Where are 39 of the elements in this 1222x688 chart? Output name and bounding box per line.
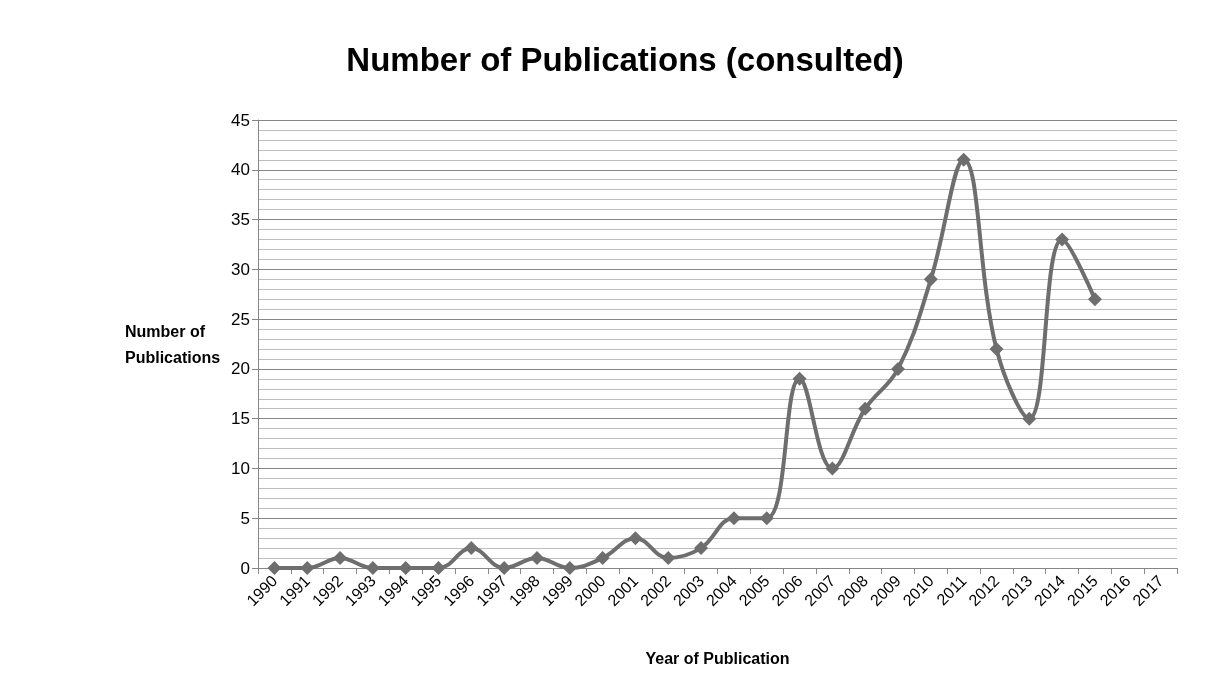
point: [398, 561, 413, 575]
point: [726, 511, 741, 526]
point: [431, 561, 446, 575]
y-tick-label: 40: [231, 160, 250, 180]
point: [497, 561, 512, 575]
point: [333, 551, 348, 566]
point: [989, 341, 1004, 356]
point: [956, 152, 971, 167]
y-tick-label: 45: [231, 110, 250, 130]
point: [464, 541, 479, 556]
y-tick-label: 0: [240, 558, 250, 578]
y-tick-label: 30: [231, 259, 250, 279]
point: [562, 561, 577, 575]
point: [365, 561, 380, 575]
y-tick-label: 20: [231, 359, 250, 379]
point: [595, 551, 610, 566]
y-tick-label: 10: [231, 458, 250, 478]
y-tick-label: 5: [240, 508, 250, 528]
point: [1055, 232, 1070, 247]
point: [759, 511, 774, 526]
point: [792, 371, 807, 386]
point: [858, 401, 873, 416]
point: [661, 551, 676, 566]
point: [694, 541, 709, 556]
point: [529, 551, 544, 566]
point: [628, 531, 643, 546]
point: [1022, 411, 1037, 426]
chart-title: Number of Publications (consulted): [346, 41, 904, 78]
y-tick-label: 15: [231, 409, 250, 429]
point: [1087, 292, 1102, 307]
y-tick-label: 25: [231, 309, 250, 329]
point: [825, 461, 840, 476]
point: [267, 561, 282, 575]
point: [300, 561, 315, 575]
point: [891, 361, 906, 376]
point: [923, 272, 938, 287]
y-axis-title: Number of Publications: [125, 322, 221, 366]
y-tick-label: 35: [231, 210, 250, 230]
x-axis-title: Year of Publication: [645, 649, 790, 667]
